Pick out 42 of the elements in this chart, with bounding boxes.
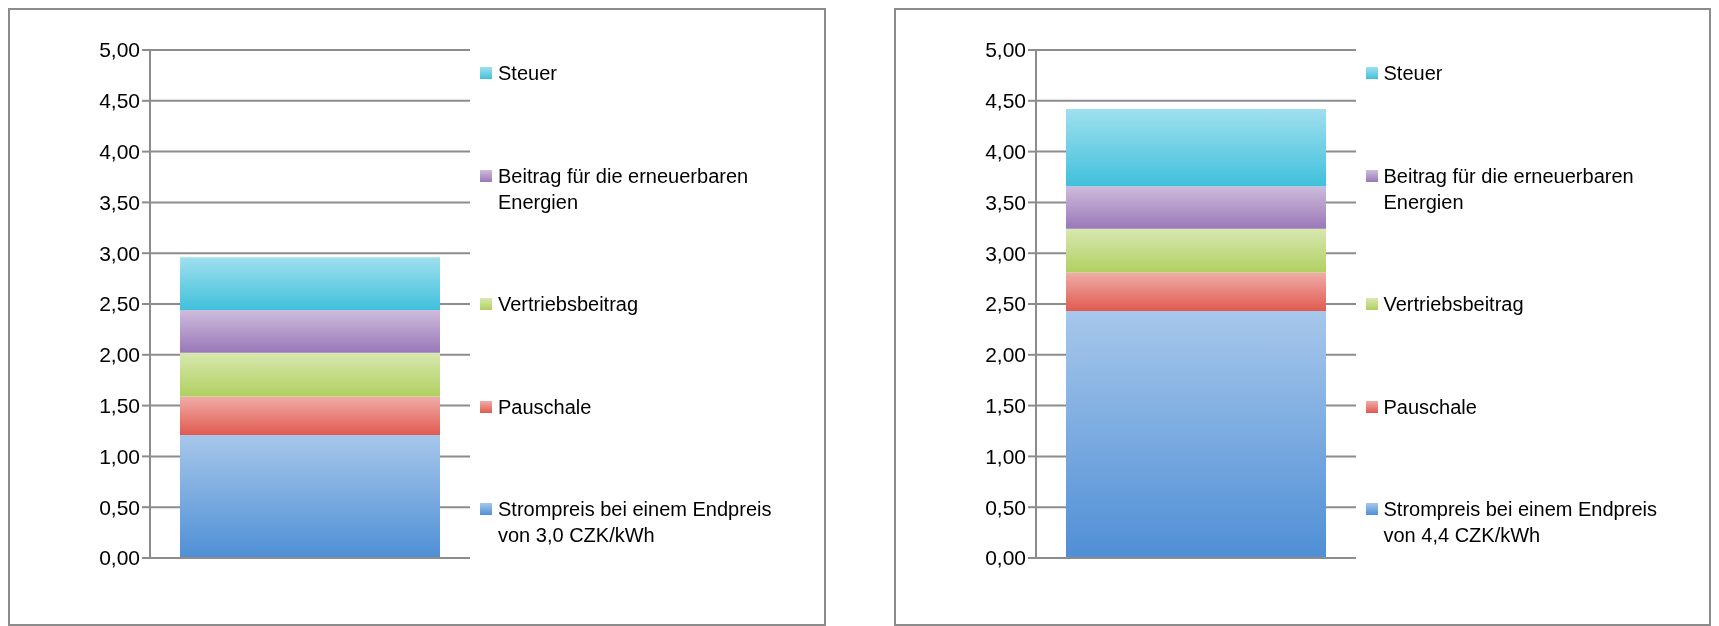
y-tick-label: 2,00 bbox=[99, 343, 140, 367]
y-tick-label: 1,00 bbox=[984, 444, 1026, 468]
y-tick-label: 1,50 bbox=[99, 394, 140, 418]
legend-label: Vertriebsbeitrag bbox=[1383, 292, 1525, 317]
y-tick-label: 0,00 bbox=[984, 546, 1026, 570]
y-tick-label: 2,00 bbox=[984, 343, 1026, 367]
y-tick-label: 4,00 bbox=[99, 140, 140, 164]
y-tick-label: 5,00 bbox=[99, 38, 140, 62]
bar bbox=[1065, 272, 1326, 312]
y-tick-label: 1,50 bbox=[984, 394, 1026, 418]
bar bbox=[1065, 186, 1326, 229]
y-tick-label: 1,00 bbox=[99, 444, 140, 468]
bar bbox=[1065, 108, 1326, 187]
bar bbox=[180, 435, 440, 558]
y-tick-label: 4,50 bbox=[984, 89, 1026, 113]
legend-label: Pauschale bbox=[1383, 394, 1478, 420]
y-tick-label: 0,00 bbox=[99, 546, 140, 570]
y-tick-label: 0,50 bbox=[99, 495, 140, 519]
legend-label: Steuer bbox=[498, 61, 558, 86]
legend-label: Vertriebsbeitrag bbox=[498, 292, 640, 317]
y-tick-label: 4,50 bbox=[99, 89, 140, 113]
y-tick-label: 3,00 bbox=[984, 241, 1026, 265]
bar bbox=[1065, 228, 1326, 273]
legend-label: Strompreis bei einem Endpreis von 3,0 CZK/kWh bbox=[498, 497, 773, 548]
y-tick-label: 3,50 bbox=[99, 190, 140, 214]
legend-label: Beitrag für die erneuerbaren Energien bbox=[1383, 163, 1635, 215]
y-tick-label: 3,00 bbox=[99, 241, 140, 265]
y-tick-label: 4,00 bbox=[984, 140, 1026, 164]
legend-label: Beitrag für die erneuerbaren Energien bbox=[498, 163, 750, 215]
legend-label: Steuer bbox=[1383, 61, 1444, 86]
legend-label: Strompreis bei einem Endpreis von 4,4 CZK/kWh bbox=[1383, 497, 1658, 548]
legend-label: Pauschale bbox=[498, 394, 593, 420]
y-tick-label: 2,50 bbox=[99, 292, 140, 316]
bar bbox=[180, 352, 440, 397]
bar bbox=[1065, 311, 1326, 558]
y-tick-label: 5,00 bbox=[984, 38, 1026, 62]
y-tick-label: 0,50 bbox=[984, 495, 1026, 519]
y-tick-label: 3,50 bbox=[984, 190, 1026, 214]
bar bbox=[180, 396, 440, 436]
y-tick-label: 2,50 bbox=[984, 292, 1026, 316]
bar bbox=[180, 257, 440, 311]
bar bbox=[180, 310, 440, 353]
